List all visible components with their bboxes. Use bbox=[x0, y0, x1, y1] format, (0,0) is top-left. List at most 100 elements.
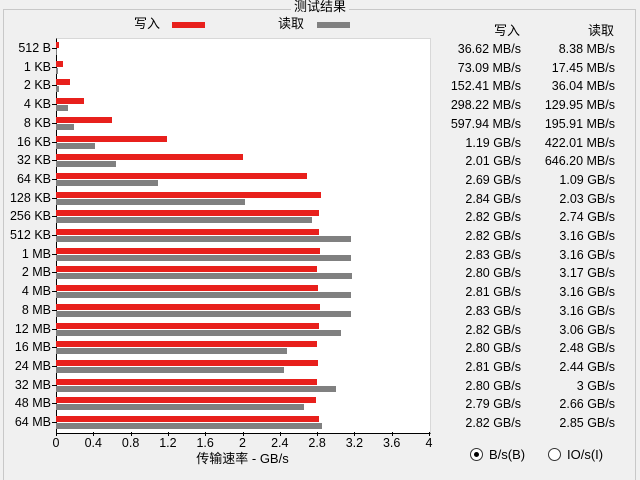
read-speed-value: 2.48 GB/s bbox=[559, 341, 615, 356]
y-tick-label: 8 KB bbox=[23, 115, 51, 130]
read-speed-value: 36.04 MB/s bbox=[551, 79, 615, 94]
x-tick-label: 3.6 bbox=[382, 436, 401, 450]
read-speed-value: 2.74 GB/s bbox=[559, 210, 615, 225]
write-bar bbox=[56, 266, 318, 272]
y-tick-mark bbox=[52, 422, 56, 423]
y-tick-label: 512 B bbox=[18, 41, 51, 55]
x-tick-mark bbox=[354, 432, 355, 436]
read-bar bbox=[56, 311, 351, 317]
read-bar bbox=[56, 199, 246, 205]
write-bar bbox=[56, 42, 60, 48]
x-tick-mark bbox=[131, 432, 132, 436]
write-speed-value: 2.82 GB/s bbox=[465, 210, 521, 225]
read-speed-value: 3 GB/s bbox=[576, 378, 615, 393]
write-speed-value: 2.81 GB/s bbox=[465, 359, 521, 374]
write-speed-value: 2.82 GB/s bbox=[465, 322, 521, 337]
y-tick-label: 4 KB bbox=[23, 97, 51, 112]
legend-write-swatch bbox=[172, 22, 205, 28]
y-tick-mark bbox=[52, 67, 56, 68]
y-tick-mark bbox=[52, 160, 56, 161]
x-tick-mark bbox=[429, 432, 430, 436]
read-bar bbox=[56, 49, 57, 55]
y-tick-label: 48 MB bbox=[14, 396, 51, 411]
read-speed-value: 3.16 GB/s bbox=[559, 247, 615, 262]
write-speed-value: 2.81 GB/s bbox=[465, 285, 521, 300]
read-bar bbox=[56, 292, 351, 298]
y-tick-label: 1 MB bbox=[21, 246, 51, 261]
x-tick-mark bbox=[317, 432, 318, 436]
write-bar bbox=[56, 154, 244, 160]
write-speed-value: 298.22 MB/s bbox=[450, 98, 521, 113]
write-speed-value: 597.94 MB/s bbox=[450, 116, 521, 131]
y-tick-mark bbox=[52, 366, 56, 367]
y-tick-label: 128 KB bbox=[9, 190, 51, 205]
x-tick-mark bbox=[243, 432, 244, 436]
x-tick-mark bbox=[280, 432, 281, 436]
y-tick-label: 512 KB bbox=[9, 228, 51, 242]
write-speed-value: 2.80 GB/s bbox=[465, 266, 521, 281]
read-speed-value: 3.16 GB/s bbox=[559, 303, 615, 318]
y-tick-label: 256 KB bbox=[9, 209, 51, 224]
write-bar bbox=[56, 61, 63, 67]
x-tick-mark bbox=[93, 432, 94, 436]
write-column-header: 写入 bbox=[494, 23, 521, 38]
y-tick-label: 32 MB bbox=[14, 377, 51, 392]
write-bar bbox=[56, 248, 320, 254]
write-speed-value: 2.80 GB/s bbox=[465, 341, 521, 356]
x-tick-label: 0.4 bbox=[84, 436, 102, 450]
write-bar bbox=[56, 229, 319, 235]
read-speed-value: 646.20 MB/s bbox=[544, 154, 615, 169]
write-speed-value: 2.69 GB/s bbox=[465, 172, 521, 187]
x-tick-label: 1.6 bbox=[196, 436, 214, 450]
read-bar bbox=[56, 255, 351, 261]
write-bar bbox=[56, 98, 84, 104]
write-bar bbox=[56, 210, 319, 216]
write-bar bbox=[56, 192, 321, 198]
read-speed-value: 3.17 GB/s bbox=[559, 266, 615, 281]
y-tick-label: 32 KB bbox=[16, 153, 51, 168]
write-speed-value: 1.19 GB/s bbox=[465, 135, 521, 150]
write-bar bbox=[56, 341, 318, 347]
write-bar bbox=[56, 379, 318, 385]
y-tick-mark bbox=[52, 216, 56, 217]
y-tick-mark bbox=[52, 123, 56, 124]
y-tick-label: 16 MB bbox=[14, 340, 51, 355]
read-speed-value: 195.91 MB/s bbox=[544, 116, 615, 131]
read-bar bbox=[56, 124, 75, 130]
read-bar bbox=[56, 105, 69, 111]
read-speed-value: 422.01 MB/s bbox=[544, 135, 615, 150]
x-tick-label: 1.2 bbox=[159, 436, 177, 450]
legend-read-label: 读取 bbox=[278, 16, 305, 31]
read-column-header: 读取 bbox=[588, 23, 615, 38]
read-bar bbox=[56, 330, 342, 336]
group-title: 测试结果 bbox=[0, 0, 640, 14]
write-speed-value: 2.80 GB/s bbox=[465, 378, 521, 393]
read-speed-value: 1.09 GB/s bbox=[559, 172, 615, 187]
y-tick-label: 1 KB bbox=[23, 59, 51, 74]
read-speed-value: 2.66 GB/s bbox=[559, 397, 615, 412]
y-tick-mark bbox=[52, 329, 56, 330]
write-speed-value: 152.41 MB/s bbox=[450, 79, 521, 94]
y-tick-label: 2 MB bbox=[21, 265, 51, 280]
read-bar bbox=[56, 180, 158, 186]
read-speed-value: 17.45 MB/s bbox=[551, 60, 615, 75]
read-bar bbox=[56, 86, 60, 92]
y-tick-mark bbox=[52, 347, 56, 348]
write-bar bbox=[56, 117, 112, 123]
read-bar bbox=[56, 348, 288, 354]
write-speed-value: 36.62 MB/s bbox=[457, 42, 521, 56]
x-axis-title: 传输速率 - GB/s bbox=[196, 451, 289, 466]
x-tick-label: 3.2 bbox=[345, 436, 364, 450]
y-tick-label: 24 MB bbox=[14, 358, 51, 373]
legend-read-swatch bbox=[317, 22, 350, 28]
read-bar bbox=[56, 236, 351, 242]
write-speed-value: 2.83 GB/s bbox=[465, 247, 521, 262]
write-bar bbox=[56, 136, 167, 142]
legend-write-label: 写入 bbox=[134, 16, 161, 31]
y-tick-mark bbox=[52, 198, 56, 199]
write-speed-value: 2.83 GB/s bbox=[465, 303, 521, 318]
x-tick-mark bbox=[205, 432, 206, 436]
y-tick-label: 64 MB bbox=[14, 415, 51, 429]
write-speed-value: 2.01 GB/s bbox=[465, 154, 521, 169]
